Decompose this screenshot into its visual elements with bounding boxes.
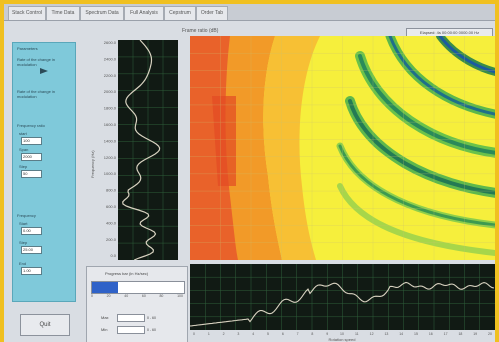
freq-start-field[interactable]: 0.00 bbox=[21, 227, 42, 235]
y-tick-label: 200.0 bbox=[106, 237, 117, 242]
tab-order[interactable]: Order Tab bbox=[196, 6, 228, 20]
y-tick-label: 600.0 bbox=[106, 204, 117, 209]
x-tick-label: 14 bbox=[399, 332, 403, 336]
tab-bar: Stack Control Time Data Spectrum Data Fu… bbox=[4, 4, 495, 21]
x-tick-label: 12 bbox=[370, 332, 374, 336]
x-tick-label: 16 bbox=[429, 332, 433, 336]
tab-time-data[interactable]: Time Data bbox=[46, 6, 80, 20]
min-field[interactable] bbox=[117, 326, 145, 334]
y-tick-label: 0.0 bbox=[110, 253, 116, 258]
y-tick-label: 400.0 bbox=[106, 220, 117, 225]
progress-tick: 100 bbox=[177, 294, 183, 298]
spectrum-trace-plot[interactable] bbox=[118, 40, 178, 260]
span-field[interactable]: 2000 bbox=[21, 153, 42, 161]
y-axis: 2600.0 2400.0 2200.0 2000.0 1800.0 1600.0 1400… bbox=[90, 40, 117, 258]
min-unit: 0 - 60 bbox=[147, 328, 156, 332]
x-tick-label: 13 bbox=[384, 332, 388, 336]
y-tick-label: 1600.0 bbox=[104, 122, 117, 127]
y-tick-label: 1800.0 bbox=[104, 106, 117, 111]
y-tick-label: 2600.0 bbox=[104, 40, 117, 45]
tab-full-analysis[interactable]: Full Analysis bbox=[124, 6, 164, 20]
x-tick-label: 8 bbox=[311, 332, 313, 336]
x-tick-label: 4 bbox=[252, 332, 254, 336]
x-tick-label: 5 bbox=[267, 332, 269, 336]
y-tick-label: 800.0 bbox=[106, 188, 117, 193]
x-tick-label: 11 bbox=[355, 332, 359, 336]
progress-tick: 60 bbox=[141, 294, 146, 298]
tab-cepstrum[interactable]: Cepstrum bbox=[164, 6, 196, 20]
x-tick-label: 9 bbox=[326, 332, 328, 336]
x-tick-label: 20 bbox=[488, 332, 492, 336]
tab-stack-control[interactable]: Stack Control bbox=[8, 6, 46, 20]
group-a-title: Frequency ratio bbox=[17, 123, 45, 128]
progress-tick: 20 bbox=[106, 294, 111, 298]
x-tick-label: 10 bbox=[340, 332, 344, 336]
plot-title: Frame ratio (dB) bbox=[182, 28, 219, 34]
field-label: start bbox=[19, 131, 27, 136]
x-tick-label: 1 bbox=[208, 332, 210, 336]
field-label: Step bbox=[19, 240, 28, 245]
group-b-title: Frequency bbox=[17, 213, 36, 218]
x-tick-label: 15 bbox=[414, 332, 418, 336]
freq-step-field[interactable]: 25.00 bbox=[21, 246, 42, 254]
quit-button[interactable]: Quit bbox=[20, 314, 70, 336]
parameter-panel: Parameters Rate of the change in modulat… bbox=[12, 42, 76, 302]
x-tick-label: 7 bbox=[297, 332, 299, 336]
arrow-icon[interactable] bbox=[39, 67, 49, 75]
y-tick-label: 1000.0 bbox=[104, 171, 117, 176]
tab-spectrum-data[interactable]: Spectrum Data bbox=[80, 6, 124, 20]
panel-title: Parameters bbox=[17, 46, 38, 51]
min-label: Min bbox=[101, 327, 108, 332]
y-tick-label: 1200.0 bbox=[104, 155, 117, 160]
rotation-trace-plot[interactable] bbox=[190, 264, 495, 330]
y-tick-label: 2400.0 bbox=[104, 56, 117, 61]
max-unit: 0 - 60 bbox=[147, 316, 156, 320]
step-field[interactable]: 50 bbox=[21, 170, 42, 178]
bottom-x-axis: 0 1 2 3 4 5 6 7 8 9 10 11 12 13 14 15 16 17 18 19 20 Rotatio… bbox=[193, 332, 492, 342]
start-field[interactable]: 100 bbox=[21, 137, 42, 145]
app-window: Stack Control Time Data Spectrum Data Fu… bbox=[4, 4, 495, 342]
progress-ticks: 0 20 40 60 80 100 bbox=[91, 294, 183, 298]
y-tick-label: 2200.0 bbox=[104, 73, 117, 78]
panel-label-2: Rate of the change in modulation bbox=[17, 89, 56, 99]
progress-tick: 40 bbox=[124, 294, 129, 298]
field-label: Span bbox=[19, 147, 29, 152]
progress-fill bbox=[92, 282, 118, 293]
y-axis-label: Frequency (Hz) bbox=[90, 150, 95, 178]
x-tick-label: 0 bbox=[193, 332, 195, 336]
field-label: End bbox=[19, 261, 27, 266]
field-label: Start bbox=[19, 221, 28, 226]
bottom-x-label: Rotation speed bbox=[329, 337, 356, 342]
progress-title: Progress bar (in Hz/sec) bbox=[105, 271, 149, 276]
field-label: Step bbox=[19, 164, 28, 169]
x-tick-label: 6 bbox=[282, 332, 284, 336]
y-tick-label: 2000.0 bbox=[104, 89, 117, 94]
progress-tick: 80 bbox=[159, 294, 164, 298]
x-tick-label: 17 bbox=[444, 332, 448, 336]
x-tick-label: 19 bbox=[473, 332, 477, 336]
freq-end-field[interactable]: 1.00 bbox=[21, 267, 42, 275]
y-tick-label: 1400.0 bbox=[104, 138, 117, 143]
max-field[interactable] bbox=[117, 314, 145, 322]
progress-group: Progress bar (in Hz/sec) 0 20 40 60 80 1… bbox=[86, 266, 188, 342]
progress-tick: 0 bbox=[91, 294, 93, 298]
panel-label-1: Rate of the change in modulation bbox=[17, 57, 56, 67]
x-tick-label: 2 bbox=[223, 332, 225, 336]
colormap-plot[interactable] bbox=[190, 36, 495, 260]
progress-bar bbox=[91, 281, 185, 294]
x-tick-label: 3 bbox=[237, 332, 239, 336]
max-label: Max bbox=[101, 315, 109, 320]
x-tick-label: 18 bbox=[458, 332, 462, 336]
